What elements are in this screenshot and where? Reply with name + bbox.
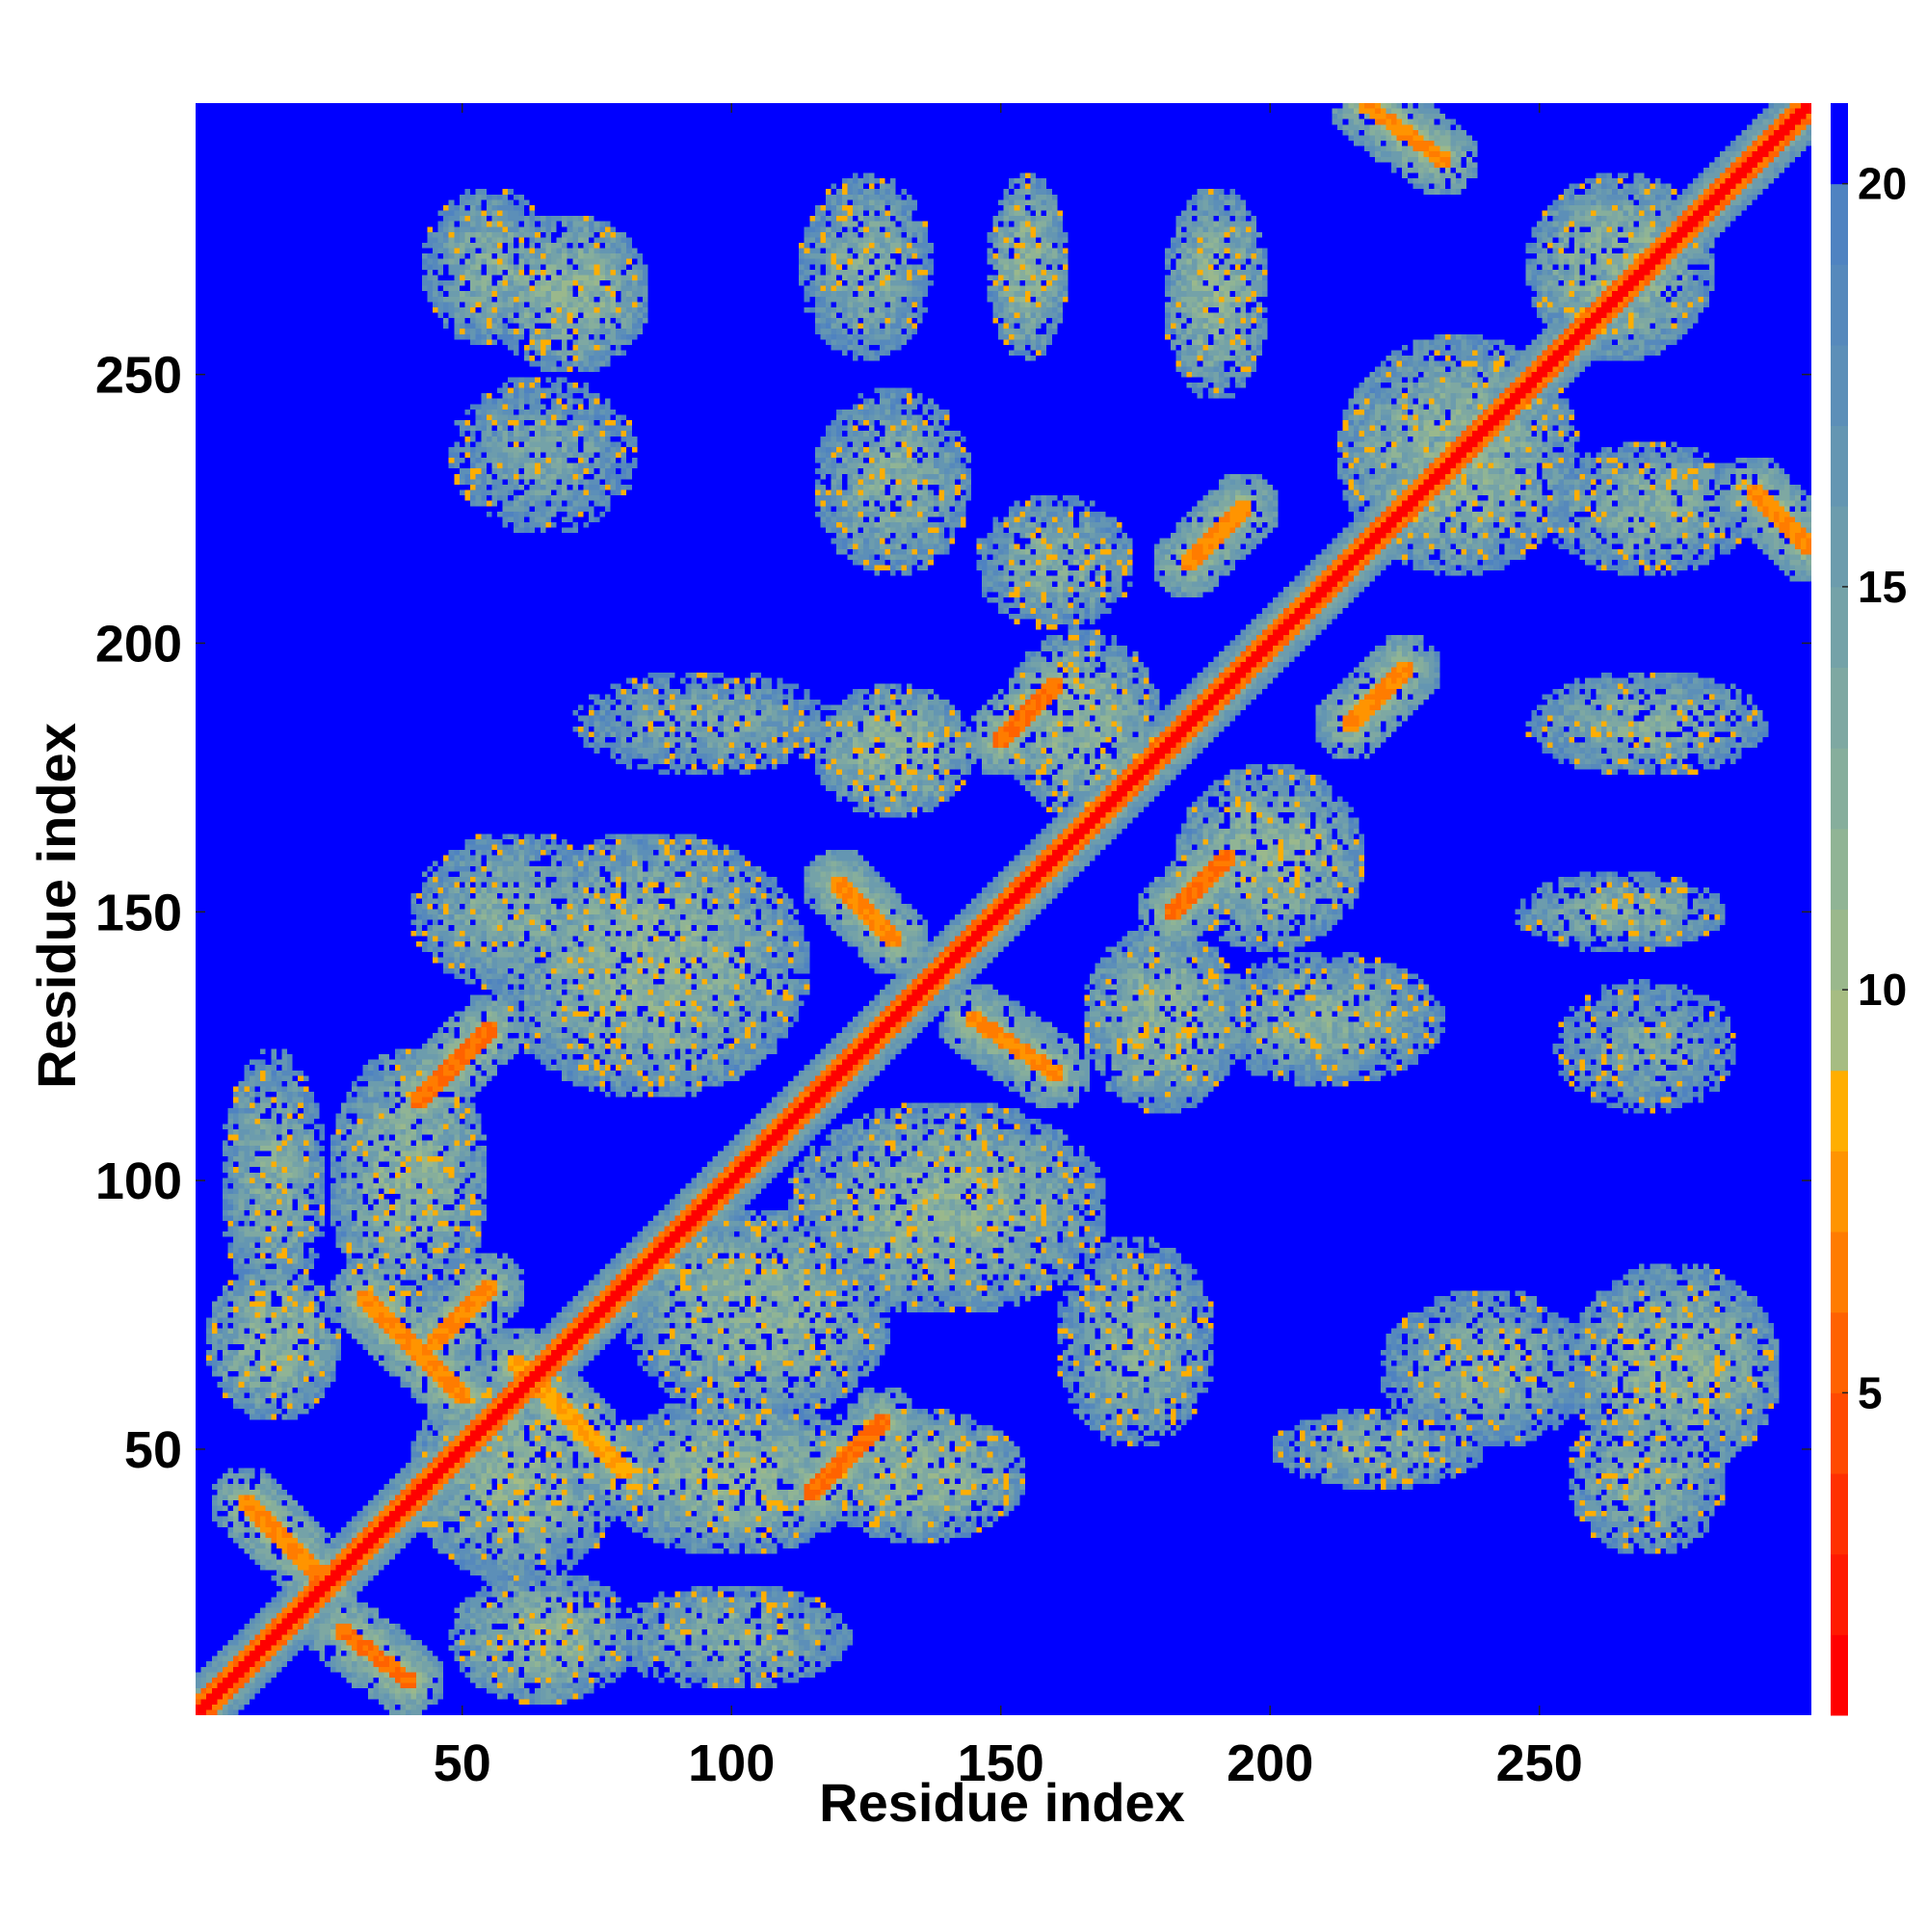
x-axis: 50 100 150 200 250 — [434, 103, 1583, 1792]
y-axis-title: Residue index — [26, 723, 87, 1089]
y-tick-label: 100 — [95, 1152, 182, 1210]
colorbar-level — [1831, 828, 1848, 910]
colorbar-level — [1831, 506, 1848, 588]
x-tick-label: 50 — [434, 1734, 491, 1792]
colorbar-level — [1831, 909, 1848, 991]
heatmap-plot-area — [196, 103, 1811, 1715]
colorbar-level — [1831, 344, 1848, 427]
x-tick-label: 250 — [1496, 1734, 1583, 1792]
x-tick-label: 150 — [958, 1734, 1044, 1792]
colorbar-level — [1831, 1151, 1848, 1232]
y-tick-label: 200 — [95, 615, 182, 673]
colorbar-level — [1831, 183, 1848, 265]
colorbar-level — [1831, 586, 1848, 669]
heatmap-cells — [196, 103, 1811, 1715]
y-tick-label: 250 — [95, 347, 182, 405]
colorbar-tick-label: 5 — [1858, 1367, 1883, 1417]
colorbar-level — [1831, 1231, 1848, 1313]
colorbar-level — [1831, 1553, 1848, 1635]
colorbar-level — [1831, 425, 1848, 507]
x-axis-title: Residue index — [819, 1772, 1185, 1833]
y-tick-label: 50 — [124, 1421, 182, 1479]
colorbar-level — [1831, 103, 1848, 185]
colorbar-level — [1831, 1634, 1848, 1716]
x-tick-label: 200 — [1227, 1734, 1313, 1792]
colorbar-level — [1831, 1070, 1848, 1151]
colorbar-level — [1831, 1392, 1848, 1474]
colorbar-level — [1831, 667, 1848, 749]
y-axis: 50 100 150 200 250 — [95, 347, 1811, 1479]
colorbar-tick-label: 10 — [1858, 965, 1907, 1015]
colorbar-level — [1831, 1473, 1848, 1555]
colorbar-level — [1831, 748, 1848, 830]
x-tick-label: 100 — [688, 1734, 775, 1792]
y-tick-label: 150 — [95, 884, 182, 941]
colorbar-level — [1831, 1311, 1848, 1393]
colorbar-level — [1831, 264, 1848, 346]
colorbar-tick-label: 20 — [1858, 159, 1907, 209]
colorbar-level — [1831, 990, 1848, 1072]
colorbar-tick-label: 15 — [1858, 562, 1907, 612]
colorbar: 5 10 15 20 — [1831, 103, 1907, 1716]
